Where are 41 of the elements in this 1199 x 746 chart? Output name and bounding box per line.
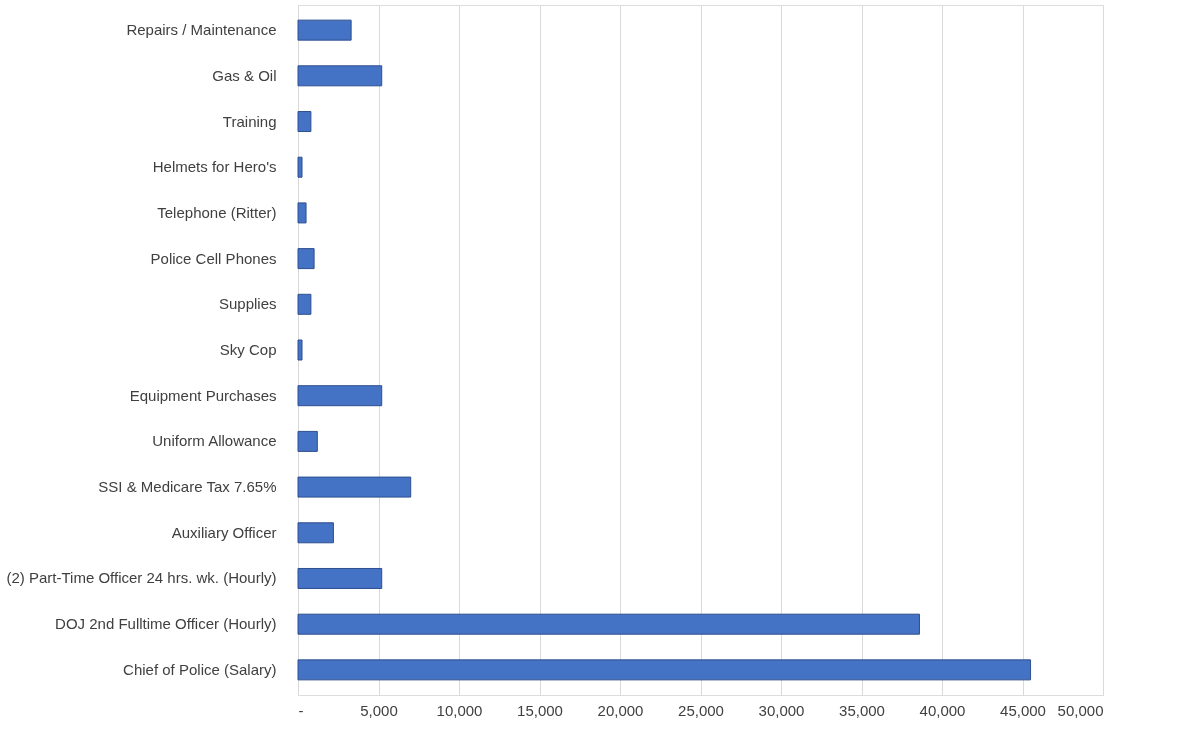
bar (297, 476, 412, 498)
y-tick-label: Sky Cop (219, 341, 277, 358)
x-tick-label: 10,000 (436, 701, 483, 719)
y-tick-label: Uniform Allowance (152, 432, 277, 450)
y-tick-label: Chief of Police (Salary) (123, 660, 277, 678)
bar (297, 111, 312, 133)
x-tick-label: 20,000 (597, 701, 644, 719)
bar (297, 339, 303, 361)
y-tick-label: Helmets for Hero's (152, 158, 277, 176)
bar (297, 659, 1032, 681)
y-tick-label: Supplies (218, 295, 277, 313)
x-tick-label: 40,000 (919, 701, 966, 719)
y-tick-label: Auxiliary Officer (171, 523, 277, 541)
bar (297, 293, 312, 315)
x-tick-label: 25,000 (678, 701, 724, 719)
bar (297, 248, 315, 270)
x-tick-label: 35,000 (839, 701, 885, 719)
bar (297, 202, 307, 224)
bar (297, 613, 920, 635)
bar (297, 430, 318, 452)
y-tick-label: Police Cell Phones (150, 249, 277, 267)
y-tick-label: DOJ 2nd Fulltime Officer (Hourly) (55, 615, 277, 633)
x-tick-label: 50,000 (1057, 701, 1104, 719)
x-tick-label: 5,000 (360, 701, 398, 719)
bar (297, 19, 352, 41)
x-tick-label: 15,000 (517, 701, 563, 719)
y-tick-label: SSI & Medicare Tax 7.65% (98, 478, 277, 496)
x-tick-label: - (298, 701, 304, 719)
bar (297, 522, 334, 544)
y-tick-label: Equipment Purchases (129, 386, 277, 404)
y-tick-label: Gas & Oil (212, 66, 277, 84)
y-tick-label: Training (222, 112, 277, 130)
y-tick-label: Telephone (Ritter) (157, 203, 277, 221)
bar (297, 567, 383, 589)
bar (297, 385, 383, 407)
y-tick-label: Repairs / Maintenance (126, 21, 277, 39)
bar (297, 65, 383, 87)
y-tick-label: (2) Part-Time Officer 24 hrs. wk. (Hourly) (6, 569, 277, 587)
x-tick-label: 30,000 (758, 701, 805, 719)
bar (297, 156, 303, 178)
x-tick-label: 45,000 (1000, 701, 1046, 719)
